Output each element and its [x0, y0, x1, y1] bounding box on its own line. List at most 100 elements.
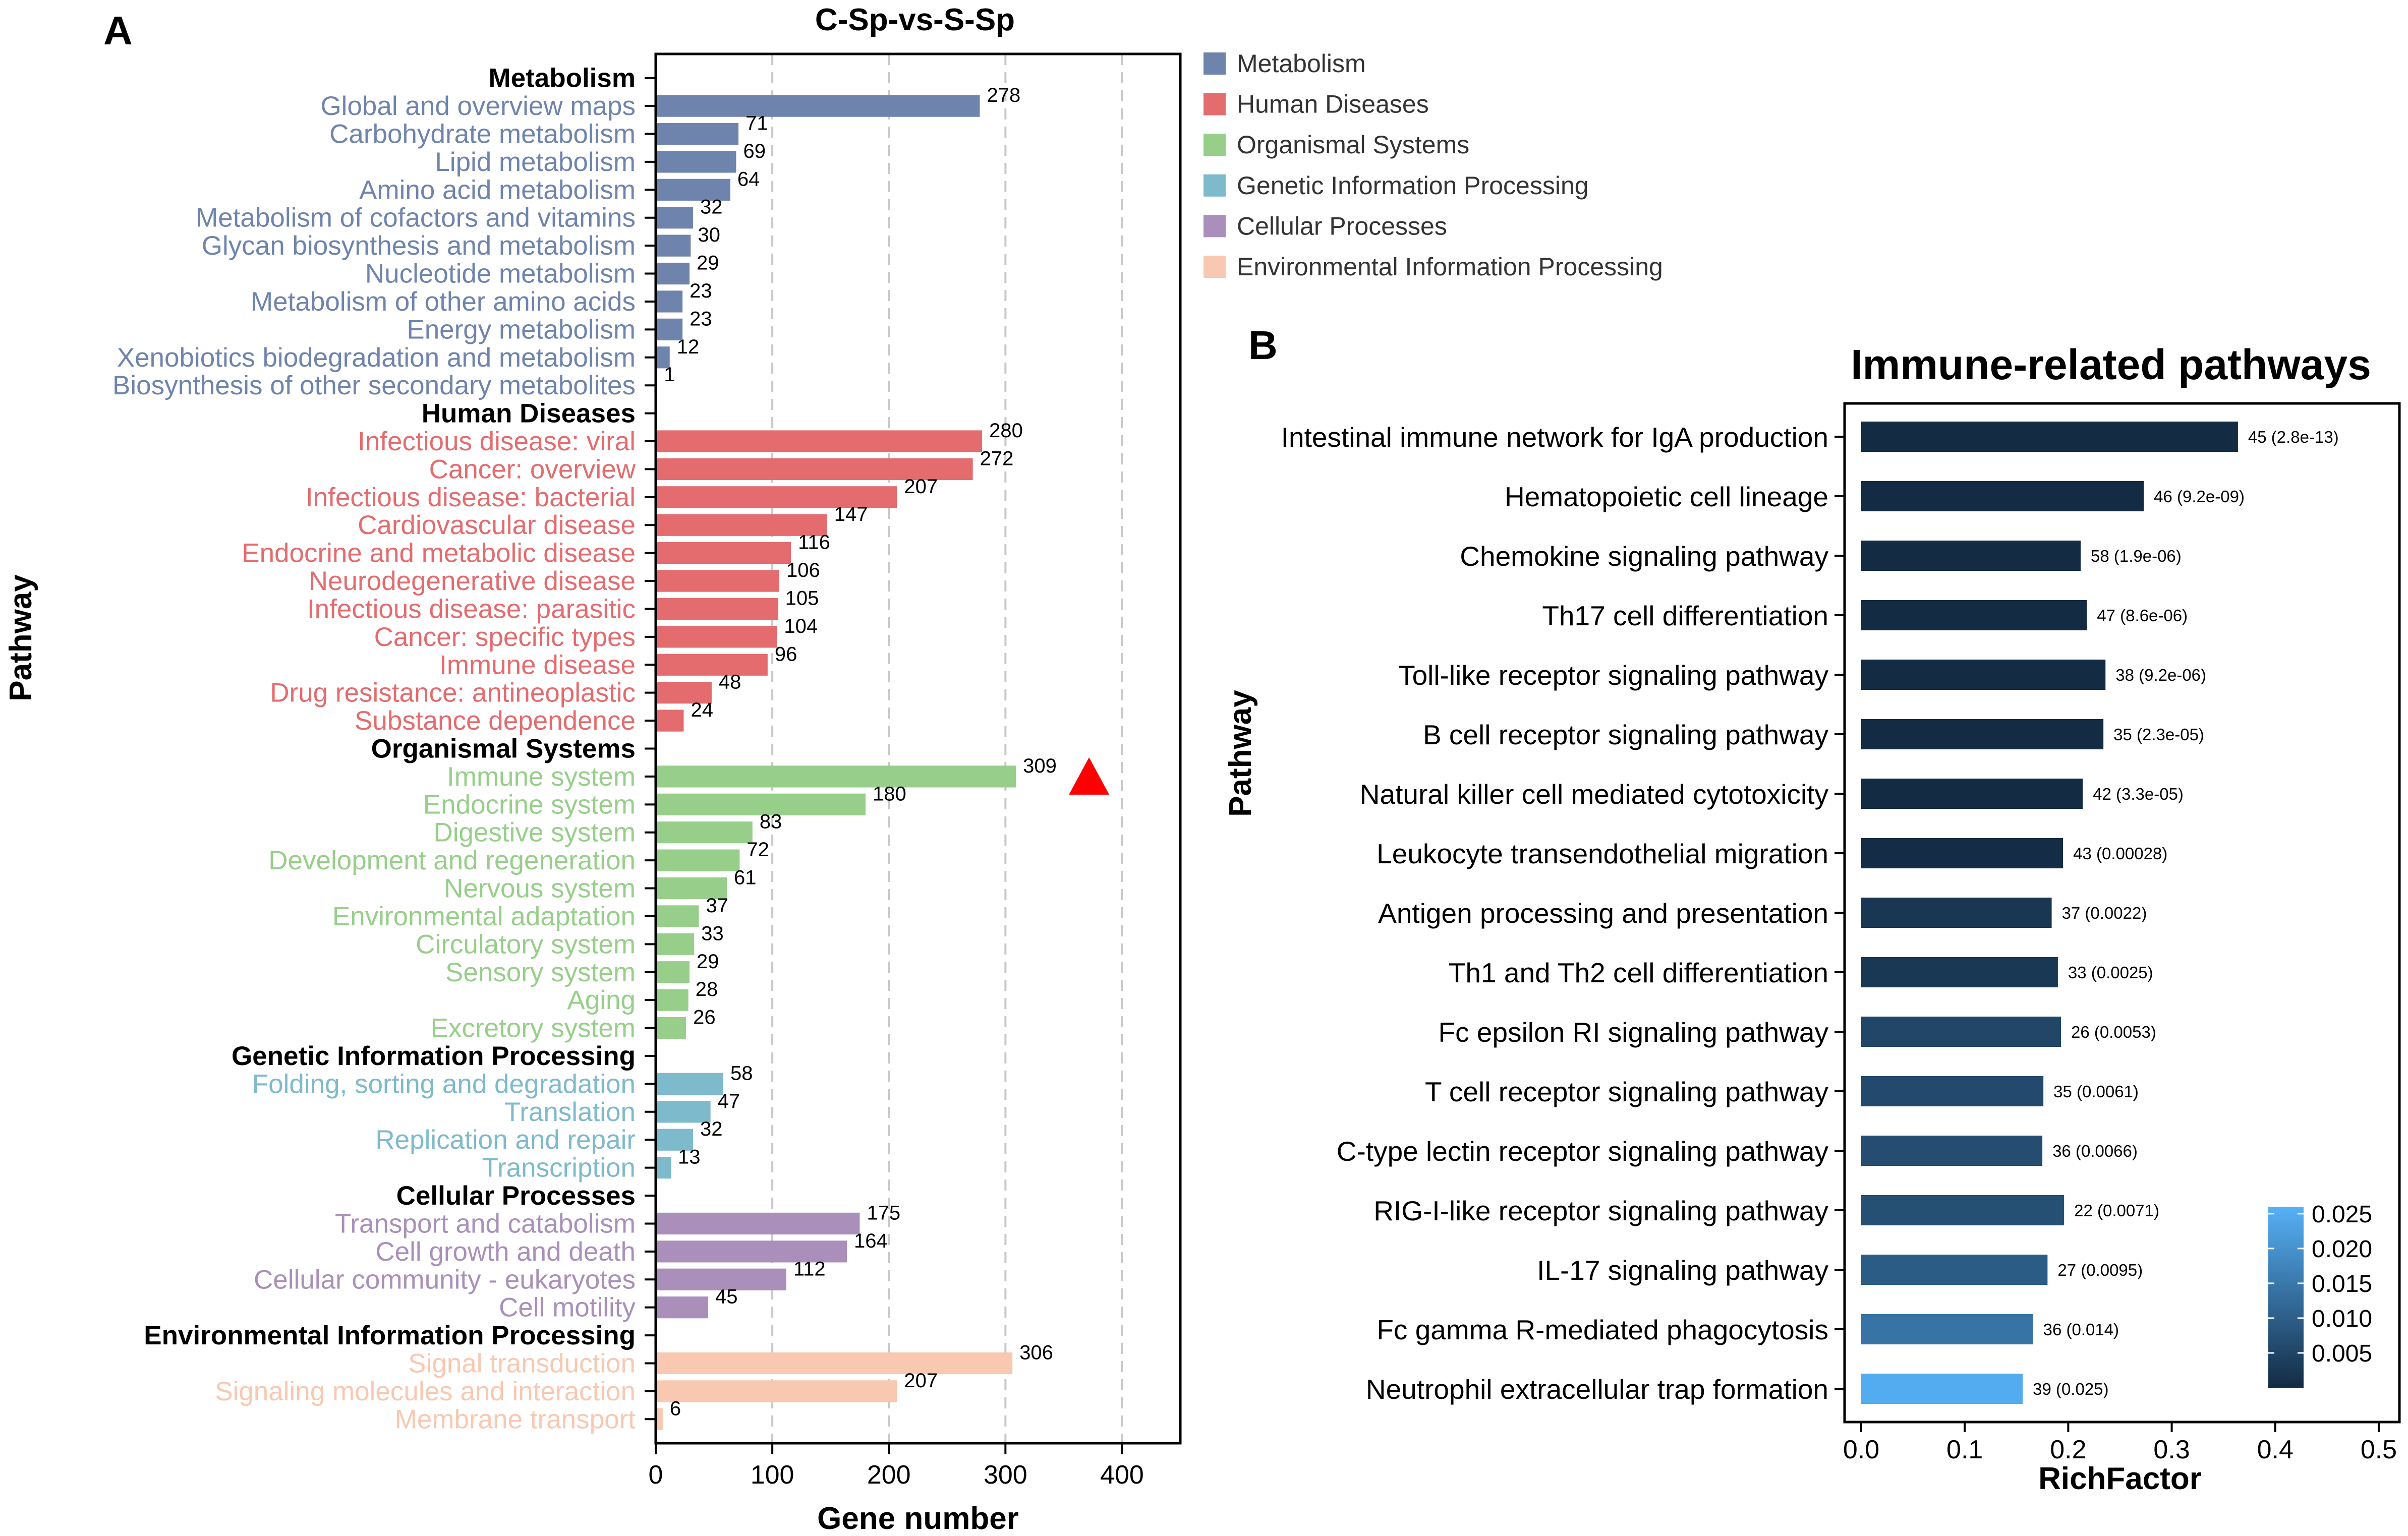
data-label: 58 (1.9e-06)	[2091, 547, 2182, 565]
x-tick-label: 100	[751, 1460, 794, 1490]
category-label: Cancer: overview	[429, 454, 636, 484]
bar	[656, 486, 897, 508]
data-label: 27 (0.0095)	[2057, 1261, 2143, 1279]
category-label: Biosynthesis of other secondary metaboli…	[112, 371, 636, 400]
bar	[656, 793, 866, 815]
bar	[656, 626, 777, 648]
category-label: Energy metabolism	[407, 315, 636, 344]
x-tick-label: 400	[1100, 1460, 1144, 1490]
data-label: 106	[786, 559, 820, 581]
colorbar-tick-label: 0.025	[2312, 1201, 2372, 1228]
data-label: 26 (0.0053)	[2071, 1023, 2156, 1041]
data-label: 24	[691, 699, 713, 721]
colorbar-tick-label: 0.020	[2312, 1236, 2372, 1263]
bar	[656, 514, 827, 536]
data-label: 13	[678, 1146, 701, 1168]
bar	[656, 877, 727, 900]
category-label: Metabolism of cofactors and vitamins	[196, 203, 636, 233]
bar	[656, 1352, 1013, 1375]
data-label: 46 (9.2e-09)	[2154, 487, 2245, 506]
bar	[656, 905, 699, 927]
category-label: Immune system	[447, 762, 636, 792]
bar	[656, 961, 690, 983]
data-label: 36 (0.0066)	[2052, 1142, 2138, 1160]
data-label: 39 (0.025)	[2033, 1380, 2108, 1398]
category-label: Neutrophil extracellular trap formation	[1366, 1374, 1828, 1405]
bar	[1861, 838, 2063, 868]
data-label: 96	[775, 643, 797, 665]
category-label: Global and overview maps	[320, 91, 636, 121]
data-label: 147	[834, 503, 868, 525]
group-label: Metabolism	[488, 64, 636, 93]
category-label: Natural killer cell mediated cytotoxicit…	[1360, 779, 1829, 810]
panel-a-letter: A	[103, 8, 133, 53]
category-label: Circulatory system	[416, 929, 636, 959]
category-label: IL-17 signaling pathway	[1537, 1255, 1828, 1286]
category-label: Digestive system	[433, 818, 636, 848]
category-label: Drug resistance: antineoplastic	[270, 678, 636, 708]
data-label: 104	[784, 615, 818, 637]
bar	[656, 234, 691, 257]
category-label: Endocrine system	[423, 790, 636, 819]
bar	[1861, 1136, 2043, 1166]
panel-a-gridlines	[771, 54, 1123, 1443]
data-label: 61	[734, 867, 757, 889]
category-label: Development and regeneration	[268, 846, 636, 875]
legend-swatch	[1203, 52, 1226, 75]
data-label: 207	[904, 476, 938, 498]
data-label: 23	[690, 308, 712, 330]
category-label: Immune disease	[439, 650, 636, 680]
data-label: 35 (0.0061)	[2053, 1082, 2139, 1101]
category-label: Xenobiotics biodegradation and metabolis…	[117, 343, 636, 373]
group-label: Genetic Information Processing	[232, 1041, 636, 1071]
data-label: 207	[904, 1370, 938, 1392]
data-label: 29	[697, 951, 719, 973]
data-label: 48	[719, 671, 741, 693]
bar	[656, 682, 712, 704]
data-label: 105	[785, 587, 819, 609]
panel-a-legend: Metabolism Human Diseases Organismal Syste…	[1203, 49, 1663, 281]
data-label: 37	[706, 895, 729, 917]
category-label: Transport and catabolism	[335, 1209, 636, 1238]
bar	[656, 1073, 724, 1095]
x-tick-label: 0.3	[2153, 1435, 2190, 1464]
category-label: Transcription	[482, 1153, 636, 1183]
category-label: B cell receptor signaling pathway	[1423, 719, 1829, 750]
bar	[656, 1296, 708, 1319]
data-label: 71	[746, 112, 768, 135]
data-label: 30	[698, 224, 720, 246]
panel-b-plot	[1861, 422, 2238, 1404]
panel-b-letter: B	[1248, 323, 1278, 368]
panel-a-x-axis: 0 100 200 300 400	[645, 77, 1144, 1490]
bar	[656, 1380, 897, 1402]
bar	[656, 346, 670, 369]
bar	[656, 1017, 686, 1039]
category-label: Hematopoietic cell lineage	[1505, 481, 1828, 512]
category-label: Infectious disease: parasitic	[307, 594, 636, 624]
category-label: C-type lectin receptor signaling pathway	[1337, 1136, 1829, 1167]
category-label: Translation	[504, 1097, 636, 1127]
legend-swatch	[1203, 174, 1226, 197]
data-label: 116	[798, 531, 830, 554]
category-label: Glycan biosynthesis and metabolism	[202, 231, 636, 261]
bar	[656, 654, 768, 676]
x-tick-label: 0.5	[2361, 1435, 2397, 1464]
data-label: 43 (0.00028)	[2073, 844, 2167, 863]
category-label: Infectious disease: viral	[358, 427, 636, 456]
data-label: 29	[697, 252, 719, 274]
data-label: 47	[718, 1090, 740, 1112]
bar	[1861, 898, 2052, 928]
data-label: 280	[989, 420, 1023, 442]
category-label: Th17 cell differentiation	[1542, 600, 1828, 631]
data-label: 45	[715, 1286, 738, 1308]
panel-a-plot	[656, 95, 1110, 1430]
bar	[1861, 779, 2083, 809]
bar	[1861, 422, 2238, 452]
data-label: 69	[743, 140, 766, 162]
category-label: Fc epsilon RI signaling pathway	[1439, 1017, 1829, 1048]
data-label: 1	[664, 364, 675, 386]
bar	[1861, 541, 2081, 571]
bar	[1861, 600, 2087, 630]
bar	[656, 1240, 847, 1263]
